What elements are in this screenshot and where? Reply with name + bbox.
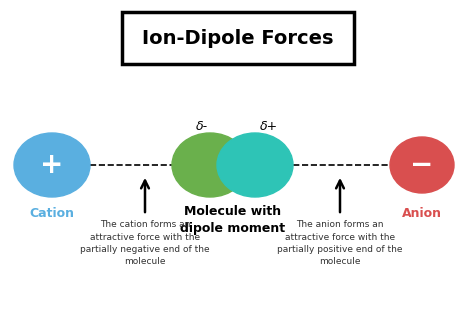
Text: Molecule with
dipole moment: Molecule with dipole moment [180, 205, 285, 235]
Text: δ+: δ+ [260, 120, 278, 133]
Text: Cation: Cation [29, 207, 74, 220]
Text: The cation forms an
attractive force with the
partially negative end of the
mole: The cation forms an attractive force wit… [80, 220, 210, 267]
Ellipse shape [390, 137, 454, 193]
Ellipse shape [172, 133, 248, 197]
Text: The anion forms an
attractive force with the
partially positive end of the
molec: The anion forms an attractive force with… [277, 220, 403, 267]
FancyBboxPatch shape [122, 12, 354, 64]
Text: −: − [410, 151, 434, 179]
Text: Ion-Dipole Forces: Ion-Dipole Forces [142, 29, 334, 48]
Text: +: + [40, 151, 64, 179]
Ellipse shape [14, 133, 90, 197]
Ellipse shape [217, 133, 293, 197]
Text: δ-: δ- [196, 120, 208, 133]
Text: Anion: Anion [402, 207, 442, 220]
